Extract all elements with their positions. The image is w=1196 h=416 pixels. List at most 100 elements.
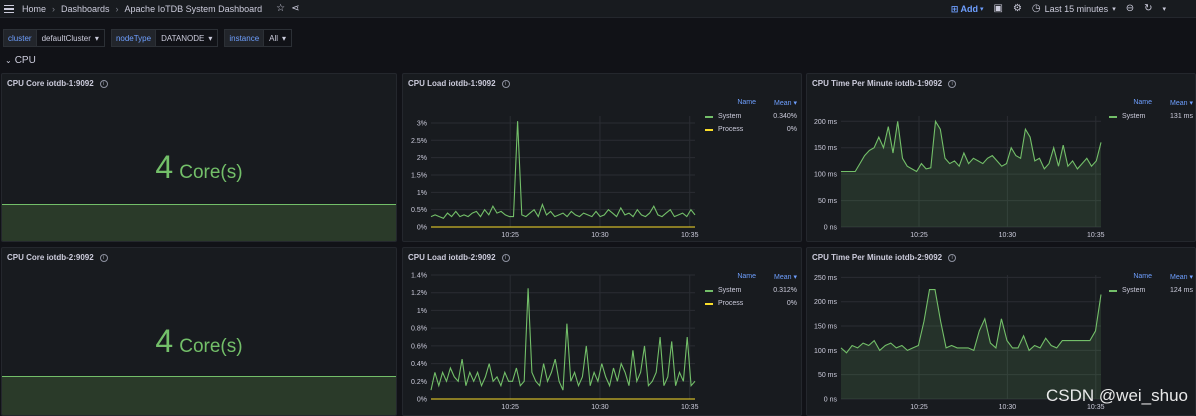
breadcrumb-dashboards[interactable]: Dashboards — [61, 3, 110, 14]
legend-name-header[interactable]: Name — [1133, 99, 1153, 106]
variable-value: defaultCluster — [41, 33, 91, 43]
legend-swatch — [705, 128, 713, 131]
series-line-system — [841, 119, 1102, 173]
series-area-system — [841, 289, 1101, 399]
legend-mean-header[interactable]: Mean ▾ — [1170, 274, 1193, 281]
series-line-system — [430, 288, 696, 391]
y-tick-label: 100 ms — [814, 348, 837, 355]
chevron-down-icon: ▾ — [282, 33, 287, 43]
cpu-load-2-chart: 0% 0.2% 0.4% 0.6% 0.8% 1% 1.2% 1.4% 10:25 10:30 10… — [411, 273, 699, 412]
add-button[interactable]: ⊞ Add ▾ — [951, 4, 984, 15]
panel-cpu-load-1[interactable]: CPU Load iotdb-1:9092 i 0% 0.5% 1% 1.5% 2% 2.5… — [402, 73, 802, 242]
legend-mean-header[interactable]: Mean ▾ — [774, 274, 797, 281]
legend-item-process[interactable]: Process 0% — [705, 126, 797, 133]
y-tick-label: 50 ms — [818, 372, 838, 379]
share-icon[interactable]: ⋖ — [291, 2, 300, 14]
panel-cpu-time-1[interactable]: CPU Time Per Minute iotdb-1:9092 i 0 ns 50… — [806, 73, 1196, 242]
time-range-picker[interactable]: ◷ Last 15 minutes ▾ — [1032, 4, 1116, 15]
menu-icon[interactable] — [4, 4, 16, 14]
chevron-down-icon: ▾ — [94, 33, 99, 43]
x-tick-label: 10:30 — [999, 404, 1017, 411]
y-tick-label: 0.4% — [411, 361, 427, 368]
stat-sparkline-fill — [2, 204, 396, 241]
y-tick-label: 2.5% — [411, 138, 427, 145]
y-tick-label: 100 ms — [814, 172, 837, 179]
legend-mean-header[interactable]: Mean ▾ — [1170, 100, 1193, 107]
panel-title: CPU Time Per Minute iotdb-1:9092 — [812, 79, 943, 88]
y-tick-label: 2% — [417, 155, 427, 162]
panel-cpu-core-1[interactable]: CPU Core iotdb-1:9092 i 4 Core(s) — [1, 73, 397, 242]
legend-item-system[interactable]: System 0.340% — [705, 113, 797, 120]
variable-instance[interactable]: instance All ▾ — [224, 29, 293, 47]
legend-name: System — [1122, 113, 1146, 120]
y-tick-label: 0% — [417, 225, 427, 232]
x-tick-label: 10:30 — [591, 232, 609, 239]
legend-name-header[interactable]: Name — [1133, 273, 1153, 280]
settings-gear-icon[interactable]: ⚙ — [1012, 3, 1022, 14]
panel-title: CPU Load iotdb-1:9092 — [408, 79, 496, 88]
info-icon[interactable]: i — [99, 79, 108, 88]
info-icon[interactable]: i — [99, 253, 108, 262]
legend-item-system[interactable]: System 131 ms — [1109, 113, 1193, 120]
legend: Name Mean ▾ System 0.312% Process 0% — [705, 273, 797, 313]
info-icon[interactable]: i — [501, 79, 510, 88]
refresh-interval-chevron-icon[interactable]: ▾ — [1162, 6, 1166, 13]
refresh-icon[interactable]: ↻ — [1144, 3, 1153, 14]
stat-number: 4 — [155, 149, 174, 185]
row-title: CPU — [14, 55, 36, 66]
y-tick-label: 1.4% — [411, 273, 427, 280]
zoom-out-icon[interactable]: ⊖ — [1125, 3, 1135, 14]
y-tick-label: 3% — [417, 120, 427, 127]
y-tick-label: 0.6% — [411, 343, 427, 350]
stat-number: 4 — [155, 323, 174, 359]
stat-unit: Core(s) — [179, 336, 243, 357]
panel-title: CPU Time Per Minute iotdb-2:9092 — [812, 253, 943, 262]
legend: Name Mean ▾ System 0.340% Process 0% — [705, 99, 797, 139]
x-tick-label: 10:25 — [501, 404, 519, 411]
variable-cluster[interactable]: cluster defaultCluster ▾ — [3, 29, 105, 47]
y-tick-label: 150 ms — [814, 145, 837, 152]
legend-name: System — [718, 113, 742, 120]
y-tick-label: 0% — [417, 397, 427, 404]
legend-item-system[interactable]: System 124 ms — [1109, 287, 1193, 294]
chevron-down-icon: ▾ — [979, 6, 984, 13]
info-icon[interactable]: i — [948, 253, 957, 262]
legend-name-header[interactable]: Name — [737, 99, 757, 106]
legend-swatch — [1109, 289, 1117, 292]
y-tick-label: 0.2% — [411, 379, 427, 386]
panel-cpu-core-2[interactable]: CPU Core iotdb-2:9092 i 4 Core(s) — [1, 247, 397, 416]
breadcrumb-dashboard-title: Apache IoTDB System Dashboard — [124, 3, 263, 14]
x-tick-label: 10:35 — [1087, 232, 1105, 239]
y-tick-label: 0.5% — [411, 207, 427, 214]
legend-name-header[interactable]: Name — [737, 273, 757, 280]
stat-value: 4 Core(s) — [2, 323, 396, 360]
variable-label: nodeType — [110, 29, 157, 47]
legend-mean: 0.340% — [773, 113, 797, 120]
breadcrumb-home[interactable]: Home — [22, 3, 47, 14]
legend-item-system[interactable]: System 0.312% — [705, 287, 797, 294]
panel-cpu-load-2[interactable]: CPU Load iotdb-2:9092 i 0% 0.2% 0.4% 0.6% 0.8… — [402, 247, 802, 416]
info-icon[interactable]: i — [948, 79, 957, 88]
legend-swatch — [705, 115, 713, 118]
x-tick-label: 10:35 — [681, 232, 699, 239]
variable-bar: cluster defaultCluster ▾ nodeType DATANOD… — [0, 28, 293, 48]
time-range-label: Last 15 minutes — [1044, 4, 1109, 14]
y-tick-label: 1.5% — [411, 172, 427, 179]
series-line-system — [430, 121, 696, 219]
panel-cpu-time-2[interactable]: CPU Time Per Minute iotdb-2:9092 i 0 ns 50… — [806, 247, 1196, 416]
series-area-system — [841, 121, 1101, 227]
row-cpu-header[interactable]: ⌄ CPU — [5, 55, 36, 66]
chevron-down-icon: ⌄ — [5, 56, 12, 65]
info-icon[interactable]: i — [501, 253, 510, 262]
save-icon[interactable]: ▣ — [993, 3, 1003, 14]
star-icon[interactable]: ☆ — [276, 2, 286, 14]
x-tick-label: 10:35 — [1087, 404, 1105, 411]
y-tick-label: 1% — [417, 190, 427, 197]
legend-item-process[interactable]: Process 0% — [705, 300, 797, 307]
breadcrumb-separator-icon: › — [115, 3, 119, 14]
y-tick-label: 0 ns — [824, 225, 838, 232]
legend-mean: 0% — [786, 300, 797, 307]
variable-nodetype[interactable]: nodeType DATANODE ▾ — [110, 29, 219, 47]
legend-mean-header[interactable]: Mean ▾ — [774, 100, 797, 107]
cpu-load-1-chart: 0% 0.5% 1% 1.5% 2% 2.5% 3% 10:25 10:30 10:35 — [411, 116, 699, 239]
